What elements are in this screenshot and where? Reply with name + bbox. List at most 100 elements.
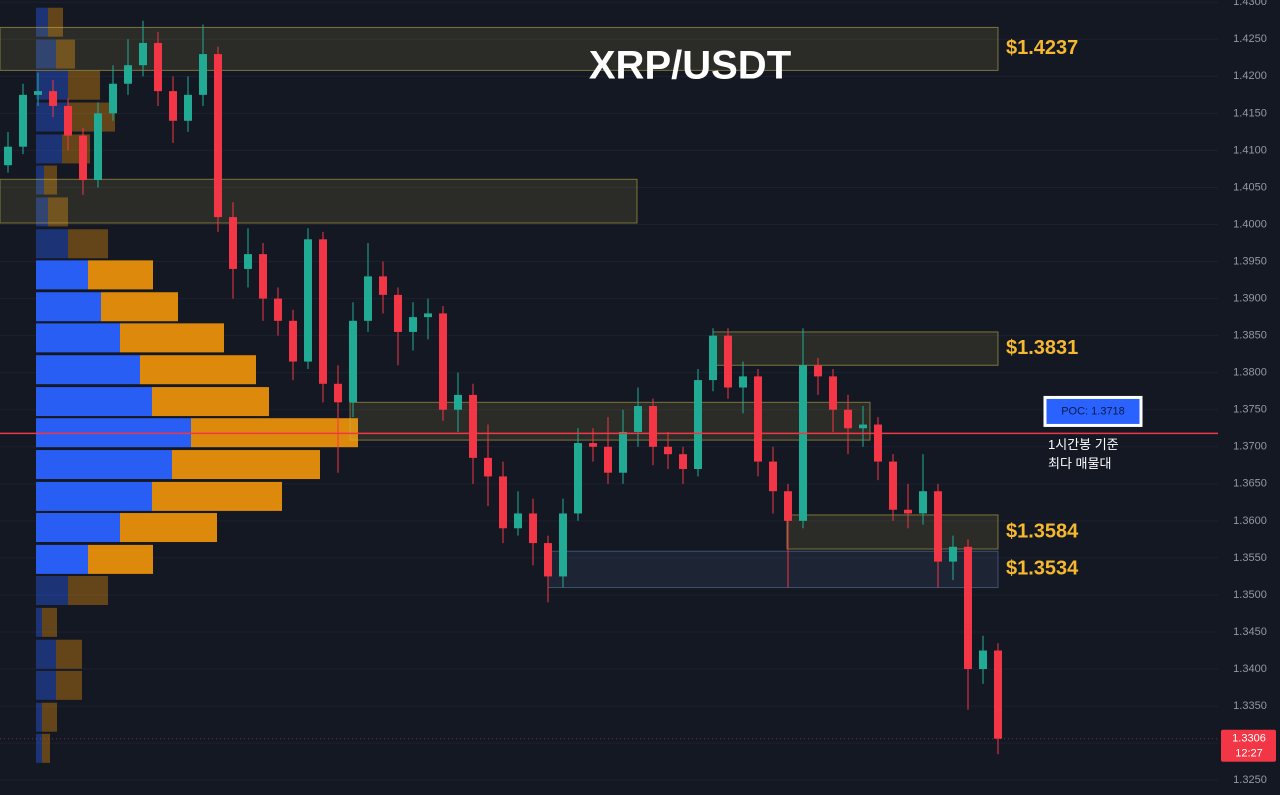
zone-label: $1.3534 [1006,558,1079,580]
profile-sell [120,323,224,353]
profile-sell [120,513,217,543]
candle-body [274,298,282,321]
y-tick-label: 1.4300 [1233,0,1267,8]
candle-body [964,546,972,670]
candle-body [589,443,597,447]
y-tick-label: 1.3750 [1233,404,1267,416]
candle-body [904,509,912,514]
price-zone [0,26,999,71]
zone-label: $1.3584 [1006,520,1079,542]
candle-body [559,513,567,577]
volume-profile [36,7,358,763]
profile-sell [88,544,153,574]
profile-sell [152,481,282,511]
profile-buy [36,102,68,132]
candles [4,20,1002,755]
profile-buy [36,670,56,700]
profile-sell [68,229,108,259]
candle-body [49,91,57,106]
candle-body [859,424,867,429]
candle-body [319,239,327,384]
candle-body [574,443,582,514]
candle-body [694,380,702,469]
candle-body [154,42,162,92]
candle-body [484,457,492,477]
profile-buy [36,7,48,37]
y-tick-label: 1.4150 [1233,107,1267,119]
y-tick-label: 1.3400 [1233,663,1267,675]
candle-body [139,42,147,66]
chart-title: XRP/USDT [589,44,791,88]
y-tick-label: 1.3250 [1233,774,1267,786]
price-zone [0,178,638,224]
candle-body [799,365,807,521]
candle-body [499,476,507,529]
candle-body [544,543,552,577]
y-tick-label: 1.3550 [1233,552,1267,564]
zone-label: $1.3831 [1006,337,1078,359]
profile-sell [48,7,63,37]
candle-body [784,491,792,521]
candle-body [34,91,42,95]
profile-buy [36,387,152,417]
profile-buy [36,576,68,606]
candle-body [94,113,102,181]
y-tick-label: 1.4050 [1233,181,1267,193]
candle-body [829,376,837,410]
profile-sell [68,102,115,132]
profile-buy [36,355,140,385]
candle-body [709,335,717,381]
y-tick-label: 1.4250 [1233,33,1267,45]
y-tick-label: 1.3700 [1233,441,1267,453]
candle-body [979,650,987,670]
candle-body [19,94,27,147]
y-tick-label: 1.3450 [1233,626,1267,638]
candle-body [424,313,432,318]
y-tick-label: 1.3850 [1233,330,1267,342]
candle-body [4,146,12,166]
candle-body [514,513,522,529]
candle-body [439,313,447,410]
candle-body [889,461,897,510]
poc-note: 최다 매물대 [1048,456,1111,471]
candle-body [844,409,852,429]
poc-note: 1시간봉 기준 [1048,437,1119,452]
candle-body [529,513,537,544]
candle-body [334,383,342,403]
profile-sell [56,39,75,69]
y-tick-label: 1.3600 [1233,515,1267,527]
profile-buy [36,481,152,511]
y-tick-label: 1.3800 [1233,367,1267,379]
candle-body [79,135,87,181]
y-tick-label: 1.3500 [1233,589,1267,601]
poc-label: POC: 1.3718 [1061,405,1125,417]
countdown: 12:27 [1235,748,1263,760]
profile-buy [36,39,56,69]
y-tick-label: 1.3900 [1233,292,1267,304]
candle-body [619,431,627,473]
profile-buy [36,733,42,763]
profile-sell [56,670,82,700]
candle-body [409,317,417,332]
profile-buy [36,260,88,290]
candle-body [724,335,732,388]
candle-body [364,276,372,321]
candle-body [769,461,777,492]
profile-sell [48,197,68,227]
candle-body [289,320,297,362]
profile-buy [36,450,172,480]
profile-sell [42,607,57,637]
candle-body [244,254,252,269]
profile-buy [36,607,42,637]
candle-body [934,491,942,562]
y-tick-label: 1.4000 [1233,218,1267,230]
candle-body [994,650,1002,739]
price-zone [547,550,999,589]
candle-body [874,424,882,462]
candle-body [304,239,312,362]
candle-body [649,406,657,447]
candle-body [349,320,357,403]
